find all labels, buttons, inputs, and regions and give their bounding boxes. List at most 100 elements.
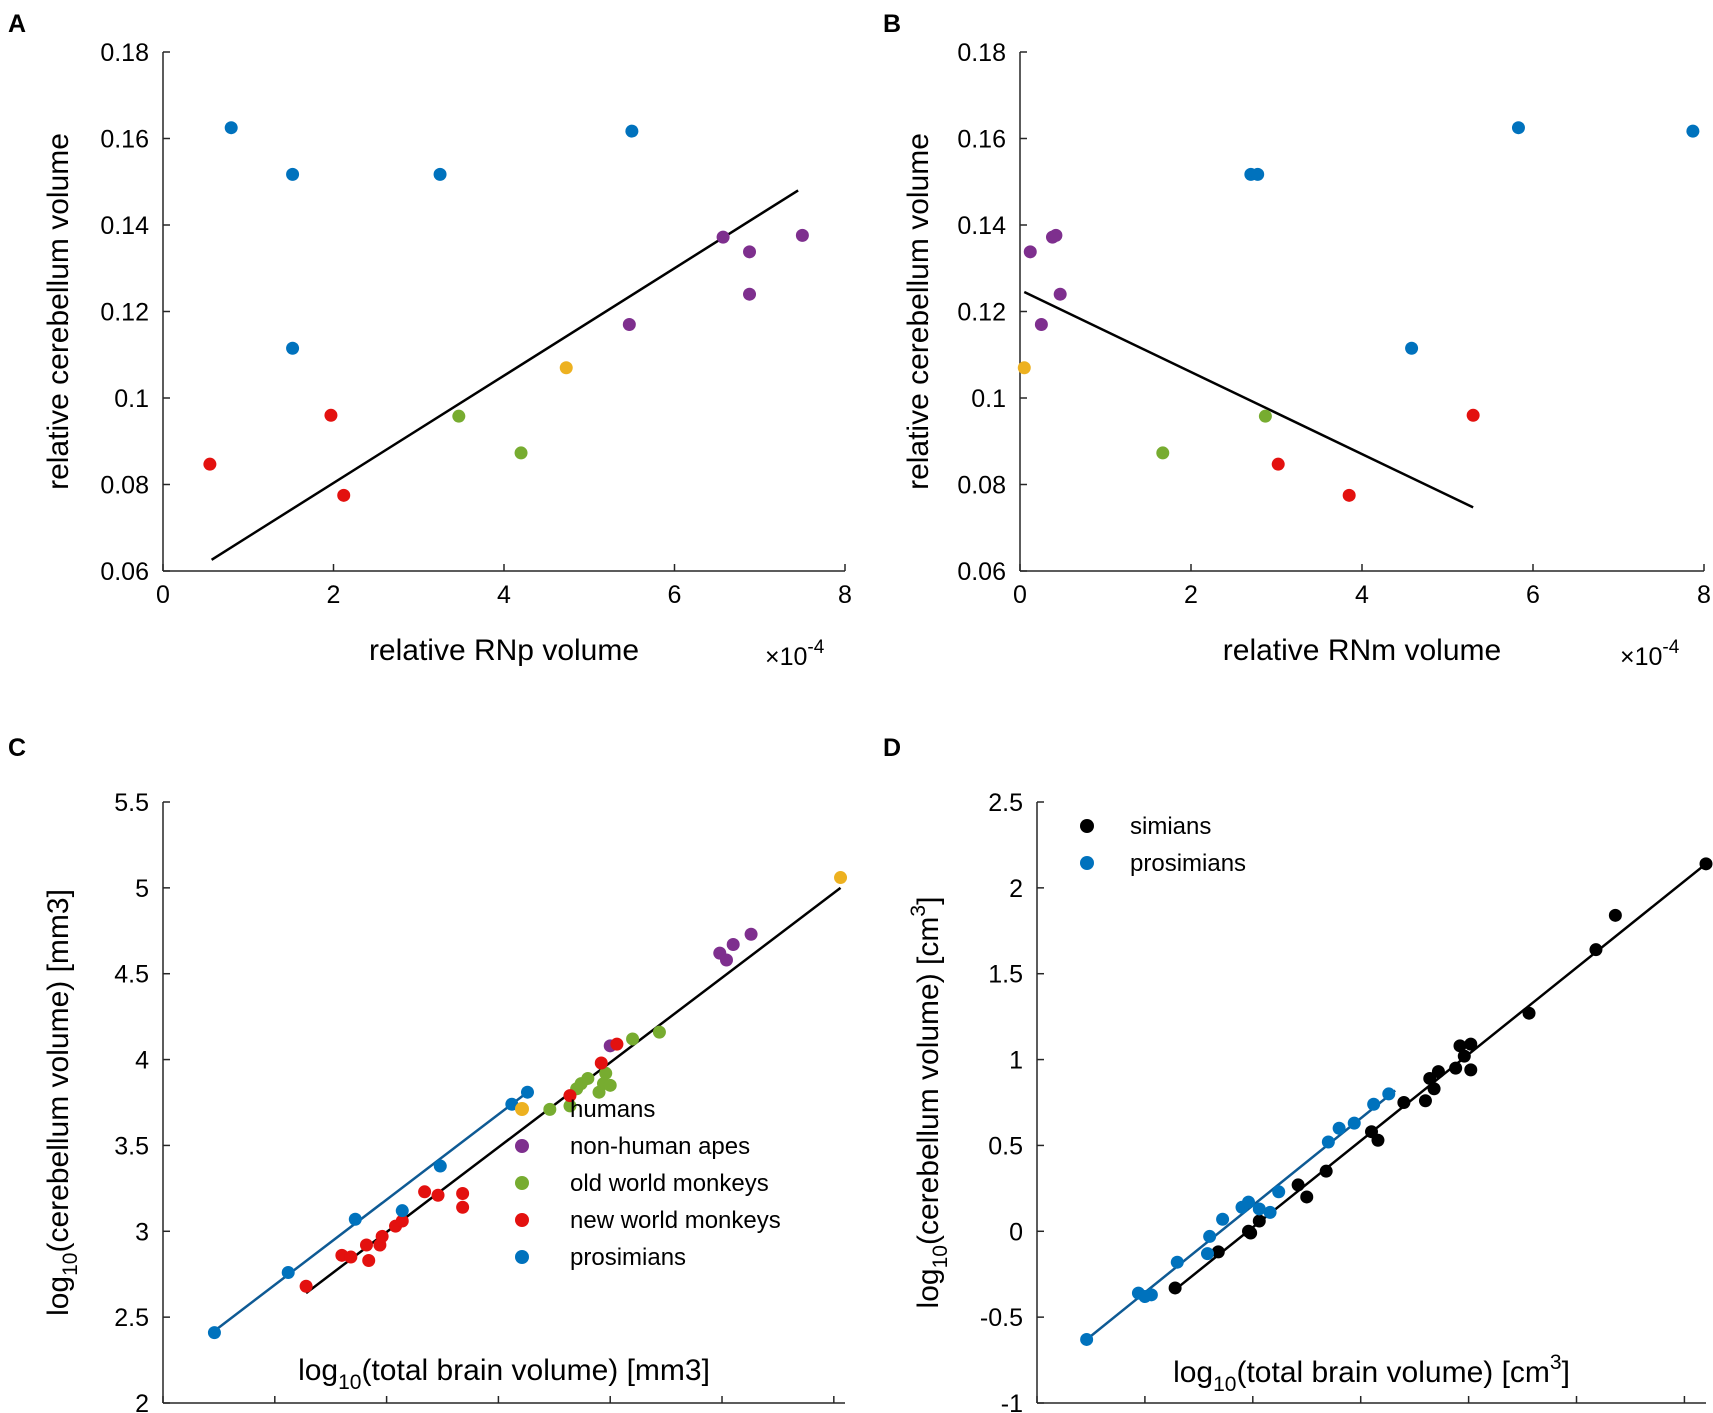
data-point-simians <box>1464 1063 1478 1077</box>
data-point-prosimians <box>286 167 300 181</box>
y-tick-label: 0.16 <box>957 126 1006 154</box>
data-point-old-world-monkeys <box>452 409 466 423</box>
legend-marker <box>515 1250 529 1264</box>
y-axis-label-log: log <box>42 1276 75 1316</box>
data-point-non-human-apes <box>1049 228 1063 242</box>
data-point-prosimians <box>1170 1255 1184 1269</box>
data-point-non-human-apes <box>795 228 809 242</box>
x-axis-label: relative RNp volume <box>369 634 639 667</box>
data-point-non-human-apes <box>716 230 730 244</box>
data-point-simians <box>1522 1006 1536 1020</box>
x-exponent-power: -4 <box>807 637 824 658</box>
data-point-simians <box>1464 1037 1478 1051</box>
data-point-old-world-monkeys <box>581 1071 595 1085</box>
data-point-old-world-monkeys <box>603 1078 617 1092</box>
y-tick-label: 0.08 <box>957 472 1006 500</box>
data-point-simians <box>1371 1133 1385 1147</box>
data-point-prosimians <box>1347 1116 1361 1130</box>
x-tick-label: 6 <box>1526 581 1540 609</box>
data-point-prosimians <box>1200 1247 1214 1261</box>
data-point-old-world-monkeys <box>652 1025 666 1039</box>
data-point-prosimians <box>1241 1195 1255 1209</box>
data-point-prosimians <box>1405 341 1419 355</box>
data-point-new-world-monkeys <box>344 1250 358 1264</box>
data-point-old-world-monkeys <box>543 1102 557 1116</box>
y-tick-label: 0.1 <box>114 385 149 413</box>
y-axis-label: relative cerebellum volume <box>902 133 935 490</box>
data-point-prosimians <box>1251 167 1265 181</box>
data-point-prosimians <box>395 1204 409 1218</box>
data-point-new-world-monkeys <box>203 457 217 471</box>
y-tick-label: 0.08 <box>100 472 149 500</box>
data-point-non-human-apes <box>1034 317 1048 331</box>
data-point-old-world-monkeys <box>1258 409 1272 423</box>
data-point-new-world-monkeys <box>594 1056 608 1070</box>
data-point-simians <box>1427 1082 1441 1096</box>
y-tick-label: 3 <box>135 1218 149 1246</box>
y-tick-label: 1 <box>1009 1047 1023 1075</box>
data-point-simians <box>1211 1245 1225 1259</box>
data-point-prosimians <box>433 167 447 181</box>
data-point-new-world-monkeys <box>324 408 338 422</box>
y-tick-label: 0.18 <box>100 39 149 67</box>
data-point-simians <box>1699 857 1713 871</box>
y-tick-label: 2 <box>1009 875 1023 903</box>
x-axis-label: log10(total brain volume) [cm3] <box>1173 1351 1570 1396</box>
y-axis-label-end: ] <box>912 897 945 905</box>
data-point-new-world-monkeys <box>1342 488 1356 502</box>
data-point-prosimians <box>520 1085 534 1099</box>
x-exponent-base: ×10 <box>765 643 807 671</box>
data-point-old-world-monkeys <box>514 446 528 460</box>
data-point-new-world-monkeys <box>1466 408 1480 422</box>
data-point-new-world-monkeys <box>563 1089 577 1103</box>
data-point-simians <box>1431 1065 1445 1079</box>
data-point-non-human-apes <box>726 938 740 952</box>
legend-label: simians <box>1130 813 1211 840</box>
data-point-simians <box>1418 1094 1432 1108</box>
data-point-prosimians <box>625 124 639 138</box>
data-point-simians <box>1397 1096 1411 1109</box>
fit-line <box>1023 290 1474 509</box>
data-point-prosimians <box>207 1326 221 1340</box>
data-point-simians <box>1457 1049 1471 1063</box>
data-point-non-human-apes <box>1053 287 1067 301</box>
data-point-humans <box>1017 361 1031 375</box>
x-axis-label-log: log <box>298 1354 338 1387</box>
data-point-prosimians <box>1686 124 1700 138</box>
data-point-non-human-apes <box>743 287 757 301</box>
data-point-simians <box>1168 1281 1182 1295</box>
x-tick-label: 0 <box>156 581 170 609</box>
y-tick-label: -0.5 <box>980 1304 1023 1332</box>
legend-label: prosimians <box>1130 850 1246 877</box>
data-point-prosimians <box>281 1265 295 1279</box>
data-point-new-world-monkeys <box>337 488 351 502</box>
data-point-new-world-monkeys <box>456 1200 470 1214</box>
legend-marker <box>1080 819 1094 833</box>
data-point-non-human-apes <box>1023 245 1037 259</box>
y-tick-label: -1 <box>1001 1390 1023 1413</box>
y-axis-label: log10(cerebellum volume) [mm3] <box>42 889 82 1316</box>
x-axis-label-log: log <box>1173 1356 1213 1389</box>
x-axis-label-text: (total brain volume) [mm3] <box>361 1354 709 1387</box>
y-axis-label-superscript: 3 <box>907 905 930 917</box>
data-point-new-world-monkeys <box>610 1037 624 1051</box>
x-exponent-power: -4 <box>1662 637 1679 658</box>
data-point-non-human-apes <box>719 953 733 967</box>
x-axis-label-text: (total brain volume) [cm <box>1236 1356 1549 1389</box>
data-point-prosimians <box>348 1212 362 1226</box>
data-point-simians <box>1300 1190 1314 1204</box>
panel-letter: D <box>883 734 901 762</box>
data-point-old-world-monkeys <box>1156 446 1170 460</box>
fit-line <box>210 189 799 561</box>
x-tick-label: 4 <box>1355 581 1369 609</box>
data-point-prosimians <box>1272 1185 1286 1199</box>
x-axis-label: log10(total brain volume) [mm3] <box>298 1354 710 1394</box>
x-tick-label: 8 <box>1697 581 1711 609</box>
y-tick-label: 2.5 <box>114 1304 149 1332</box>
data-point-humans <box>834 871 848 885</box>
y-tick-label: 0.06 <box>957 558 1006 586</box>
fit-line <box>1085 1089 1397 1341</box>
data-point-new-world-monkeys <box>359 1238 373 1252</box>
x-tick-label: 0 <box>1013 581 1027 609</box>
